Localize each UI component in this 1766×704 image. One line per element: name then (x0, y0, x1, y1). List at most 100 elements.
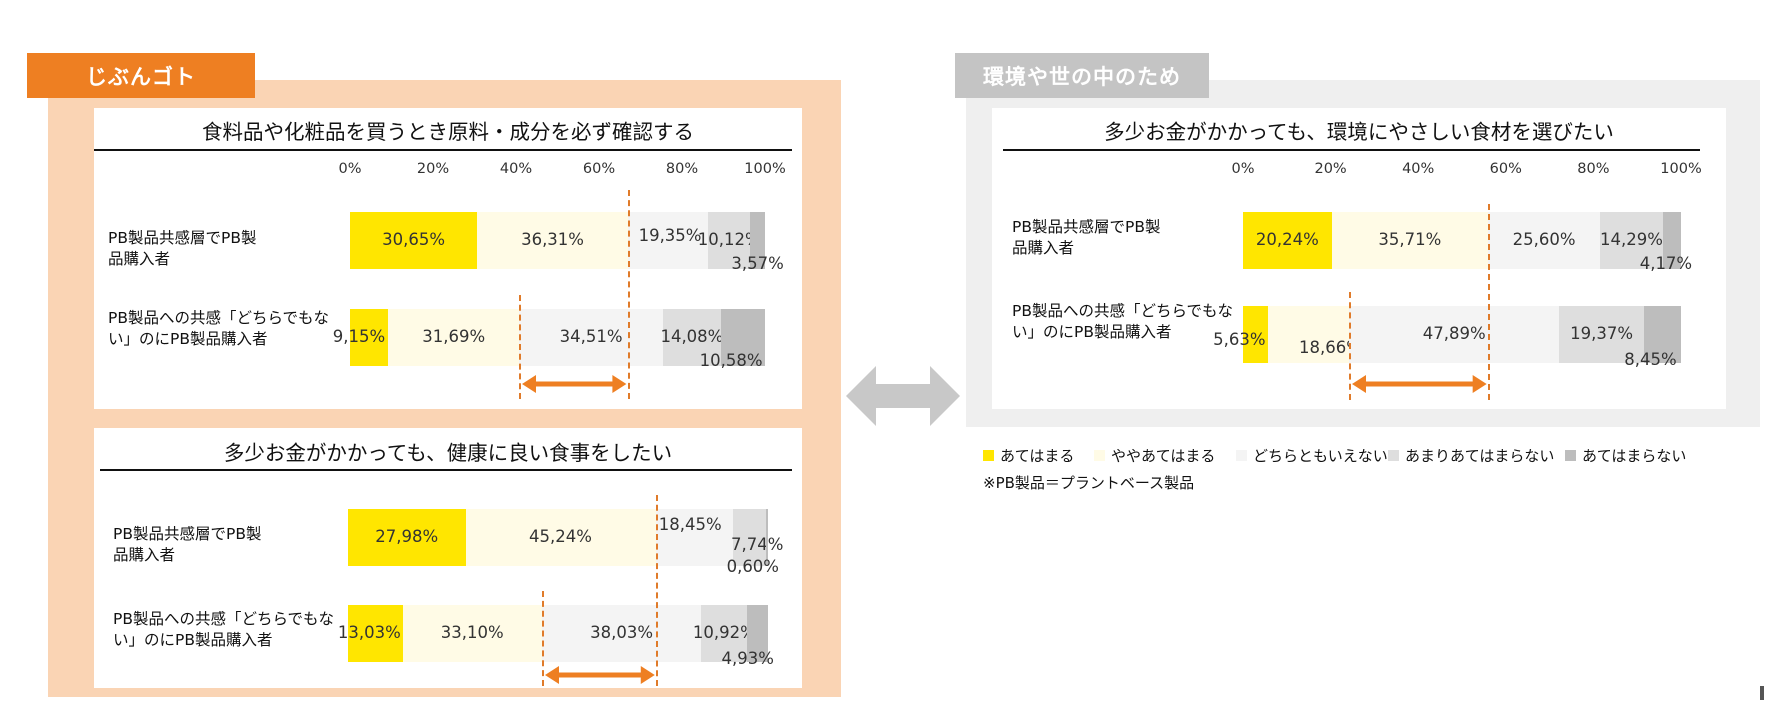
bar-segment (348, 605, 403, 662)
data-label: 4,93% (721, 648, 774, 668)
row-label: PB製品への共感「どちらでもな い」のにPB製品購入者 (1012, 301, 1233, 343)
axis-tick-label: 60% (582, 161, 616, 177)
legend-label: あてはまらない (1582, 447, 1687, 465)
legend-item: あまりあてはまらない (1388, 445, 1554, 466)
legend-label: どちらともいえない (1253, 447, 1388, 465)
bar-segment (1488, 212, 1601, 269)
axis-tick-label: 20% (416, 161, 450, 177)
data-label: 35,71% (1378, 229, 1442, 249)
title-rule (100, 469, 792, 471)
legend-item: ややあてはまる (1094, 445, 1215, 466)
axis-tick-label: 0% (1231, 161, 1255, 177)
data-label: 27,98% (375, 526, 439, 546)
bar-segment (1331, 212, 1489, 269)
footnote: ※PB製品＝プラントベース製品 (983, 474, 1195, 492)
bar-segment (1243, 306, 1268, 363)
row-label-line: い」のにPB製品購入者 (113, 631, 273, 649)
data-label: 10,92% (692, 622, 756, 642)
gap-double-arrow-icon (544, 666, 655, 684)
legend-swatch (1094, 450, 1105, 461)
bar-segment (627, 212, 709, 269)
gap-double-arrow-icon (1352, 375, 1488, 393)
gap-double-arrow-icon (522, 375, 627, 393)
bar-segment (1600, 212, 1663, 269)
row-label-line: PB製品への共感「どちらでもな (113, 610, 335, 628)
data-label: 36,31% (521, 229, 584, 249)
boundary-dashed-line (1349, 292, 1352, 400)
page-corner-mark (1760, 686, 1764, 700)
row-label: PB製品への共感「どちらでもな い」のにPB製品購入者 (113, 609, 334, 651)
chart-title: 多少お金がかかっても、環境にやさしい食材を選びたい (1104, 120, 1614, 144)
data-label: 45,24% (529, 526, 592, 546)
bar-segment (350, 212, 478, 269)
legend-swatch (983, 450, 994, 461)
data-label: 19,35% (638, 225, 702, 245)
bar-segment (750, 212, 765, 269)
boundary-dashed-line (541, 591, 544, 686)
data-label: 9,15% (332, 326, 386, 346)
bar-segment (387, 309, 520, 366)
legend-item: どちらともいえない (1236, 445, 1388, 466)
axis-tick-label: 80% (665, 161, 699, 177)
data-label: 14,29% (1600, 229, 1663, 249)
bar-segment (662, 309, 722, 366)
bar-segment (465, 509, 656, 566)
title-rule (1003, 149, 1700, 151)
axis-tick-label: 100% (1660, 161, 1702, 177)
data-label: 19,37% (1570, 323, 1634, 343)
legend-item: あてはまる (983, 445, 1074, 466)
bar-segment (541, 605, 702, 662)
data-label: 5,63% (1213, 329, 1266, 349)
axis-tick-label: 40% (1402, 161, 1435, 177)
data-label: 47,89% (1422, 323, 1486, 343)
bar-segment (721, 309, 766, 366)
bar-segment (477, 212, 628, 269)
chart-title: 食料品や化粧品を買うとき原料・成分を必ず確認する (202, 120, 694, 144)
double-arrow-icon (846, 366, 960, 426)
axis-tick-label: 40% (499, 161, 533, 177)
row-label-line: PB製品への共感「どちらでもな (1012, 302, 1234, 320)
bar-segment (1643, 306, 1681, 363)
data-label: 7,74% (731, 534, 784, 554)
data-label: 8,45% (1624, 349, 1677, 369)
data-label: 34,51% (559, 326, 623, 346)
data-label: 10,58% (699, 350, 763, 370)
row-label: PB製品への共感「どちらでもな い」のにPB製品購入者 (108, 308, 329, 350)
legend-swatch (1388, 450, 1399, 461)
bar-segment (1267, 306, 1350, 363)
axis-tick-label: 0% (338, 161, 362, 177)
right-panel-tag: 環境や世の中のため (955, 53, 1209, 98)
data-label: 13,03% (337, 622, 401, 642)
data-label: 30,65% (382, 229, 446, 249)
data-label: 20,24% (1255, 229, 1319, 249)
boundary-dashed-line (655, 495, 658, 686)
boundary-dashed-line (627, 190, 630, 399)
row-label-line: PB製品共感層でPB製 (1012, 218, 1161, 236)
bar-segment (1349, 306, 1560, 363)
bar-segment (655, 509, 733, 566)
data-label: 25,60% (1512, 229, 1576, 249)
row-label-line: 品購入者 (108, 250, 171, 268)
row-label-line: PB製品共感層でPB製 (113, 525, 262, 543)
bar-segment (350, 309, 388, 366)
data-label: 0,60% (726, 556, 779, 576)
legend-swatch (1565, 450, 1576, 461)
bar-segment (402, 605, 542, 662)
legend-label: ややあてはまる (1111, 447, 1216, 465)
row-label-line: 品購入者 (113, 546, 176, 564)
axis-tick-label: 80% (1577, 161, 1610, 177)
legend-swatch (1236, 450, 1247, 461)
data-label: 38,03% (590, 622, 654, 642)
bar-segment (1559, 306, 1644, 363)
left-panel-tag: じぶんゴト (27, 53, 255, 98)
bar-segment (1243, 212, 1332, 269)
axis-tick-label: 60% (1489, 161, 1522, 177)
legend-item: あてはまらない (1565, 445, 1686, 466)
boundary-dashed-line (1488, 204, 1491, 400)
axis-tick-label: 20% (1314, 161, 1347, 177)
row-label-line: PB製品共感層でPB製 (108, 229, 257, 247)
chart-title: 多少お金がかかっても、健康に良い食事をしたい (223, 441, 673, 465)
bar-segment (1662, 212, 1682, 269)
bar-segment (733, 509, 766, 566)
data-label: 31,69% (422, 326, 486, 346)
